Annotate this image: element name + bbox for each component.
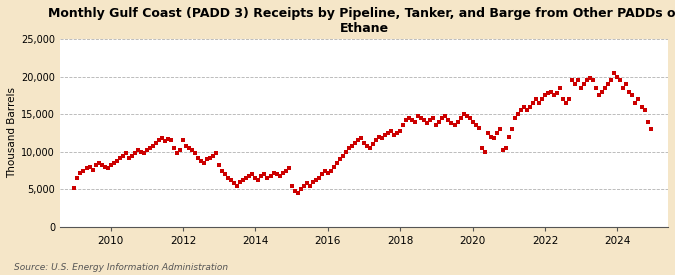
Text: Source: U.S. Energy Information Administration: Source: U.S. Energy Information Administ… <box>14 263 227 272</box>
Title: Monthly Gulf Coast (PADD 3) Receipts by Pipeline, Tanker, and Barge from Other P: Monthly Gulf Coast (PADD 3) Receipts by … <box>47 7 675 35</box>
Y-axis label: Thousand Barrels: Thousand Barrels <box>7 87 17 178</box>
